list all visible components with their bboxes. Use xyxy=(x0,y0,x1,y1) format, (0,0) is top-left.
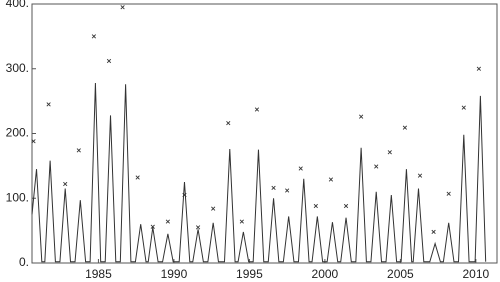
x-marker xyxy=(476,66,482,71)
x-marker xyxy=(239,219,244,224)
x-marker xyxy=(76,148,81,153)
x-marker xyxy=(298,166,303,171)
x-marker xyxy=(195,225,201,230)
marker-stroke xyxy=(359,114,364,119)
x-tick-label: 1990 xyxy=(161,267,188,281)
marker-stroke xyxy=(298,166,303,171)
x-marker xyxy=(343,203,349,209)
marker-stroke xyxy=(313,203,318,209)
x-marker xyxy=(359,114,364,119)
marker-stroke xyxy=(135,175,140,180)
marker-stroke xyxy=(476,66,482,71)
x-marker xyxy=(313,203,318,209)
x-marker xyxy=(387,150,392,155)
x-tick-label: 2005 xyxy=(387,267,414,281)
marker-stroke xyxy=(106,58,112,64)
marker-stroke xyxy=(461,105,466,110)
x-marker xyxy=(446,191,451,196)
marker-stroke xyxy=(328,177,334,182)
x-marker xyxy=(135,175,140,180)
marker-stroke xyxy=(343,203,349,209)
marker-stroke xyxy=(374,164,379,169)
x-marker xyxy=(431,229,436,235)
x-marker xyxy=(91,34,97,39)
marker-stroke xyxy=(387,150,392,155)
x-marker xyxy=(417,173,423,178)
marker-stroke xyxy=(182,192,187,198)
marker-stroke xyxy=(120,5,125,10)
x-marker xyxy=(461,105,466,110)
marker-stroke xyxy=(446,191,451,196)
x-marker xyxy=(226,121,231,126)
x-marker xyxy=(285,188,290,193)
marker-stroke xyxy=(46,102,51,107)
data-line xyxy=(31,82,487,263)
marker-stroke xyxy=(226,121,231,126)
marker-stroke xyxy=(402,125,408,130)
x-marker xyxy=(271,185,276,191)
marker-stroke xyxy=(91,34,97,39)
marker-stroke xyxy=(63,181,68,187)
x-marker xyxy=(182,192,187,198)
x-marker xyxy=(46,102,51,107)
x-marker xyxy=(374,164,379,169)
x-marker xyxy=(31,139,36,144)
marker-stroke xyxy=(165,219,170,224)
x-marker xyxy=(120,5,125,10)
y-tick-label: 100. xyxy=(6,190,29,204)
marker-stroke xyxy=(271,185,276,191)
marker-stroke xyxy=(417,173,423,178)
marker-stroke xyxy=(431,229,436,235)
marker-stroke xyxy=(76,148,81,153)
marker-stroke xyxy=(195,225,201,230)
marker-stroke xyxy=(211,206,216,211)
x-marker xyxy=(63,181,68,187)
marker-stroke xyxy=(31,139,36,144)
marker-stroke xyxy=(254,107,260,112)
y-tick-label: 400. xyxy=(6,0,29,10)
x-tick-label: 2000 xyxy=(312,267,339,281)
marker-stroke xyxy=(150,224,155,229)
x-marker xyxy=(211,206,216,211)
y-tick-label: 300. xyxy=(6,61,29,75)
x-tick-label: 1985 xyxy=(85,267,112,281)
x-marker xyxy=(165,219,170,224)
x-tick-label: 1995 xyxy=(236,267,263,281)
marker-stroke xyxy=(285,188,290,193)
x-marker xyxy=(106,58,112,64)
x-tick-label: 2010 xyxy=(463,267,490,281)
y-tick-label: 0. xyxy=(19,255,29,269)
marker-stroke xyxy=(239,219,244,224)
x-marker xyxy=(254,107,260,112)
x-marker xyxy=(402,125,408,130)
y-tick-label: 200. xyxy=(6,126,29,140)
x-marker xyxy=(150,224,155,229)
x-marker xyxy=(328,177,334,182)
plot-frame xyxy=(31,3,498,264)
